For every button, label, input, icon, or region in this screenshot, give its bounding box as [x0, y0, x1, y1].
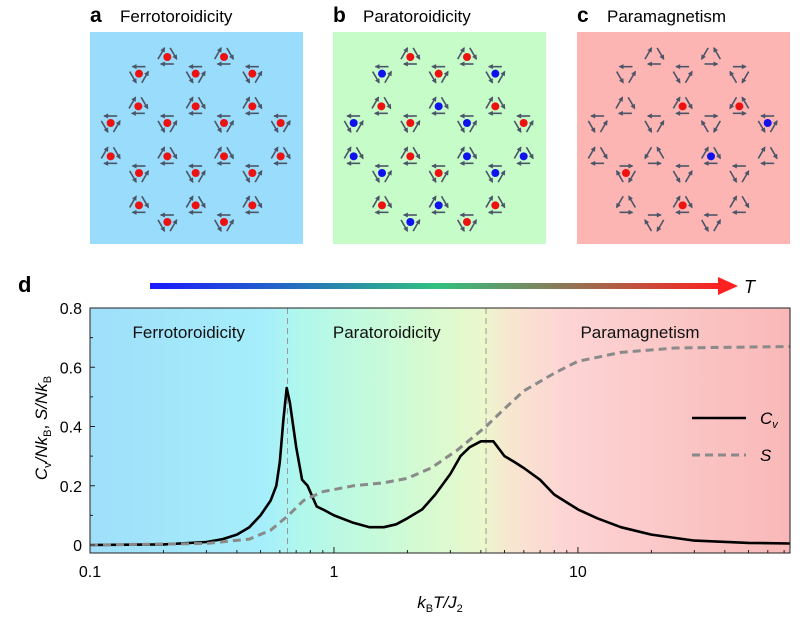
legend-label-main: C	[760, 409, 773, 428]
red-toroidal-moment-dot	[192, 201, 200, 209]
blue-toroidal-moment-dot	[707, 152, 715, 160]
panel-title: Ferrotoroidicity	[120, 7, 233, 26]
red-toroidal-moment-dot	[134, 102, 142, 110]
blue-toroidal-moment-dot	[463, 152, 471, 160]
x-tick-label: 10	[569, 564, 587, 581]
red-toroidal-moment-dot	[135, 70, 143, 78]
red-toroidal-moment-dot	[679, 102, 687, 110]
red-toroidal-moment-dot	[491, 102, 499, 110]
panel-letter-d: d	[18, 272, 31, 297]
red-toroidal-moment-dot	[163, 152, 171, 160]
x-axis-label: kBT/J2	[417, 593, 463, 615]
y-tick-label: 0.2	[60, 479, 82, 496]
y-tick-label: 0	[73, 538, 82, 555]
red-toroidal-moment-dot	[463, 218, 471, 226]
red-toroidal-moment-dot	[463, 53, 471, 61]
legend-label-S: S	[760, 446, 772, 465]
red-toroidal-moment-dot	[248, 102, 256, 110]
red-toroidal-moment-dot	[107, 119, 115, 127]
red-toroidal-moment-dot	[406, 53, 414, 61]
red-toroidal-moment-dot	[248, 70, 256, 78]
panel-letter: a	[90, 4, 102, 27]
panel-letter: b	[333, 4, 346, 27]
panel-c: c Paramagnetism	[577, 4, 790, 244]
red-toroidal-moment-dot	[377, 102, 385, 110]
red-toroidal-moment-dot	[520, 119, 528, 127]
red-toroidal-moment-dot	[135, 201, 143, 209]
temperature-gradient-bar	[150, 283, 722, 289]
red-toroidal-moment-dot	[107, 152, 115, 160]
legend-label-main: S	[760, 446, 772, 465]
red-toroidal-moment-dot	[220, 152, 228, 160]
phase-label: Paramagnetism	[580, 323, 699, 342]
chart-d: Ferrotoroidicity Paratoroidicity Paramagne…	[32, 301, 790, 615]
phase-label: Paratoroidicity	[333, 323, 441, 342]
red-toroidal-moment-dot	[679, 201, 687, 209]
x-tick-label: 1	[330, 564, 339, 581]
blue-toroidal-moment-dot	[350, 119, 358, 127]
phase-label: Ferrotoroidicity	[133, 323, 246, 342]
red-toroidal-moment-dot	[435, 70, 443, 78]
temperature-label: T	[744, 277, 757, 297]
panel-title: Paramagnetism	[607, 7, 726, 26]
blue-toroidal-moment-dot	[463, 119, 471, 127]
red-toroidal-moment-dot	[406, 152, 414, 160]
y-tick-label: 0.4	[60, 420, 82, 437]
x-tick-label: 0.1	[79, 564, 101, 581]
red-toroidal-moment-dot	[378, 201, 386, 209]
red-toroidal-moment-dot	[277, 119, 285, 127]
y-tick-label: 0.6	[60, 360, 82, 377]
blue-toroidal-moment-dot	[520, 152, 528, 160]
blue-toroidal-moment-dot	[406, 218, 414, 226]
arrow-head-icon	[718, 277, 738, 295]
panel-title: Paratoroidicity	[363, 7, 471, 26]
red-toroidal-moment-dot	[248, 169, 256, 177]
blue-toroidal-moment-dot	[378, 70, 386, 78]
blue-toroidal-moment-dot	[491, 169, 499, 177]
y-tick-label: 0.8	[60, 301, 82, 318]
panel-b: b Paratoroidicity	[333, 4, 546, 244]
red-toroidal-moment-dot	[277, 152, 285, 160]
red-toroidal-moment-dot	[220, 119, 228, 127]
red-toroidal-moment-dot	[220, 53, 228, 61]
blue-toroidal-moment-dot	[764, 119, 772, 127]
blue-toroidal-moment-dot	[378, 169, 386, 177]
lattice-panels: a Ferrotoroidicity b Paratoroidicity c Parama…	[90, 4, 790, 244]
temperature-arrow: T	[150, 277, 757, 297]
red-toroidal-moment-dot	[491, 201, 499, 209]
red-toroidal-moment-dot	[192, 169, 200, 177]
blue-toroidal-moment-dot	[491, 70, 499, 78]
y-axis-label: Cv/NkB, S/NkB	[32, 376, 54, 480]
blue-toroidal-moment-dot	[435, 201, 443, 209]
panel-a: a Ferrotoroidicity	[90, 4, 303, 244]
red-toroidal-moment-dot	[163, 53, 171, 61]
red-toroidal-moment-dot	[435, 169, 443, 177]
blue-toroidal-moment-dot	[350, 152, 358, 160]
red-toroidal-moment-dot	[735, 102, 743, 110]
red-toroidal-moment-dot	[163, 119, 171, 127]
red-toroidal-moment-dot	[406, 119, 414, 127]
red-toroidal-moment-dot	[192, 102, 200, 110]
red-toroidal-moment-dot	[248, 201, 256, 209]
red-toroidal-moment-dot	[135, 169, 143, 177]
panel-letter: c	[577, 4, 589, 27]
red-toroidal-moment-dot	[622, 169, 630, 177]
red-toroidal-moment-dot	[163, 218, 171, 226]
red-toroidal-moment-dot	[220, 218, 228, 226]
phase-background	[90, 308, 790, 553]
blue-toroidal-moment-dot	[435, 102, 443, 110]
red-toroidal-moment-dot	[192, 70, 200, 78]
